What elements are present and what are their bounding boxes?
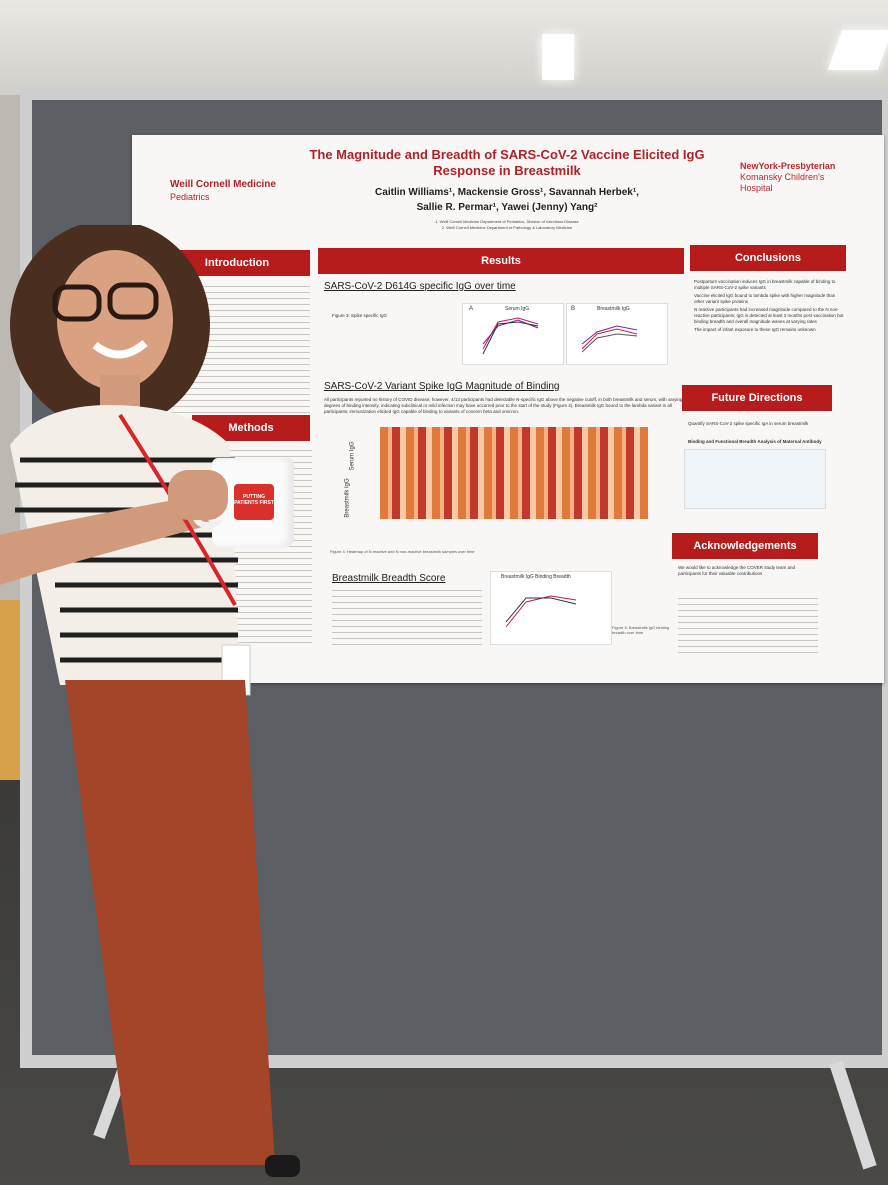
milk-series-line — [581, 328, 638, 350]
serum-series-line — [482, 319, 539, 345]
mug-logo: PUTTING PATIENTS FIRST — [234, 484, 274, 520]
chart-b-label: B — [571, 306, 575, 312]
conclusions-list: Postpartum vaccination induces IgG in br… — [694, 279, 844, 333]
affil-line-1: 1. Weill Cornell Medicine Department of … — [435, 219, 579, 224]
poster-title: The Magnitude and Breadth of SARS-CoV-2 … — [282, 147, 732, 179]
conclusion-item: N reactive participants had increased ma… — [694, 307, 844, 324]
conclusion-item: The impact of infant exposure to these I… — [694, 327, 816, 332]
references-text — [678, 595, 818, 655]
poster-authors: Caitlin Williams¹, Mackensie Gross¹, Sav… — [282, 185, 732, 215]
pants — [65, 680, 275, 1165]
presenter-person — [0, 225, 300, 1177]
figure5-caption: Figure 5: Breastmilk IgG binding breadth… — [612, 625, 670, 635]
logo-right-sub-1: Komansky Children's — [740, 172, 825, 182]
ceiling-light — [542, 34, 574, 80]
heatmap-label-serum: Serum IgG — [349, 441, 356, 471]
mug-text: PUTTING PATIENTS FIRST — [234, 494, 274, 506]
serum-series-line — [482, 321, 539, 355]
chart-a-label: A — [469, 306, 473, 312]
logo-right-text: NewYork-Presbyterian — [740, 161, 836, 171]
heatmap-label-milk: Breastmilk IgG — [344, 478, 351, 518]
nyp-logo: NewYork-Presbyterian Komansky Children's… — [740, 161, 835, 194]
section-future-directions: Future Directions — [682, 385, 832, 411]
title-line-2: Response in Breastmilk — [433, 163, 581, 178]
logo-left-text: Weill Cornell Medicine — [170, 179, 276, 190]
section-results: Results — [318, 248, 684, 274]
breadth-series-line — [505, 597, 577, 623]
chart-serum-igg: A Serum IgG — [462, 303, 564, 365]
affil-line-2: 2. Weill Cornell Medicine Department of … — [441, 225, 573, 230]
figure4-caption: Figure 4: Heatmap of N reactive and N no… — [330, 549, 475, 554]
milk-series-line — [581, 333, 638, 353]
poster-affiliations: 1. Weill Cornell Medicine Department of … — [282, 219, 732, 231]
glasses-right — [107, 282, 159, 320]
chart-breastmilk-igg: B Breastmilk IgG — [566, 303, 668, 365]
title-line-1: The Magnitude and Breadth of SARS-CoV-2 … — [309, 147, 705, 162]
subhead-breadth: Breastmilk Breadth Score — [332, 573, 446, 584]
variant-heatmap — [380, 427, 648, 519]
conclusion-item: Postpartum vaccination induces IgG in br… — [694, 279, 836, 290]
acknowledgements-text: We would like to acknowledge the COVER s… — [678, 565, 795, 576]
chart-breadth-score: Breastmilk IgG Binding Breadth — [490, 571, 612, 645]
conclusion-item: Vaccine elicited IgG bound to lambda spi… — [694, 293, 836, 304]
figure3-caption: Figure 3: Spike specific IgG — [332, 313, 388, 318]
chart-a-title: Serum IgG — [505, 306, 529, 312]
results-text: All participants reported no history of … — [324, 397, 683, 414]
subhead-d614g: SARS-CoV-2 D614G specific IgG over time — [324, 281, 516, 292]
hand — [168, 470, 228, 520]
logo-right-sub-2: Hospital — [740, 183, 773, 193]
authors-line-2: Sallie R. Permar¹, Yawei (Jenny) Yang² — [416, 202, 598, 213]
arm — [0, 495, 210, 585]
weill-cornell-logo: Weill Cornell Medicine Pediatrics — [170, 179, 276, 203]
breadth-chart-title: Breastmilk IgG Binding Breadth — [501, 574, 571, 580]
ceiling — [0, 0, 888, 100]
glasses-left — [52, 284, 102, 322]
future-directions-figure — [684, 449, 826, 509]
subhead-variant: SARS-CoV-2 Variant Spike IgG Magnitude o… — [324, 381, 560, 392]
milk-series-line — [581, 325, 638, 345]
future-item: Quantify SARS-CoV-2 spike specific IgA i… — [688, 421, 809, 426]
breadth-text — [332, 587, 482, 647]
chart-b-title: Breastmilk IgG — [597, 306, 630, 312]
shoe — [265, 1155, 300, 1177]
section-acknowledgements: Acknowledgements — [672, 533, 818, 559]
authors-line-1: Caitlin Williams¹, Mackensie Gross¹, Sav… — [375, 187, 639, 198]
smile — [92, 339, 148, 359]
future-figure-title: Binding and Functional Breadth Analysis … — [688, 439, 822, 444]
breadth-series-line — [505, 595, 577, 628]
logo-left-sub: Pediatrics — [170, 192, 210, 202]
section-conclusions: Conclusions — [690, 245, 846, 271]
